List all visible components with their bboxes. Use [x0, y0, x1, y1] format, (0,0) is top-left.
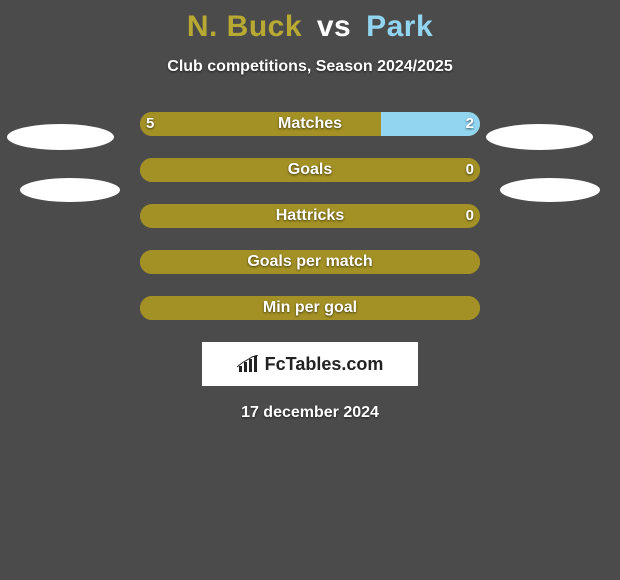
player2-name: Park — [366, 10, 433, 43]
page-title: N. Buck vs Park — [0, 0, 620, 44]
date-text: 17 december 2024 — [0, 404, 620, 422]
stat-label: Matches — [140, 112, 480, 136]
stat-row: Matches5 2 — [0, 112, 620, 136]
stat-row: Hattricks0 — [0, 204, 620, 228]
stat-row: Goals0 — [0, 158, 620, 182]
stat-value-left: 5 — [146, 112, 154, 136]
stat-label: Hattricks — [140, 204, 480, 228]
stat-value-right: 2 — [466, 112, 474, 136]
bar-chart-icon — [237, 355, 259, 373]
stats-comparison-card: N. Buck vs Park Club competitions, Seaso… — [0, 0, 620, 580]
stat-label: Goals per match — [140, 250, 480, 274]
subtitle: Club competitions, Season 2024/2025 — [0, 58, 620, 76]
stat-value-right: 0 — [466, 158, 474, 182]
stat-label: Goals — [140, 158, 480, 182]
stat-value-right: 0 — [466, 204, 474, 228]
logo-text: FcTables.com — [265, 354, 384, 375]
fctables-logo: FcTables.com — [202, 342, 418, 386]
stat-label: Min per goal — [140, 296, 480, 320]
player1-name: N. Buck — [187, 10, 302, 43]
stat-row: Goals per match — [0, 250, 620, 274]
vs-text: vs — [317, 10, 351, 43]
stat-row: Min per goal — [0, 296, 620, 320]
